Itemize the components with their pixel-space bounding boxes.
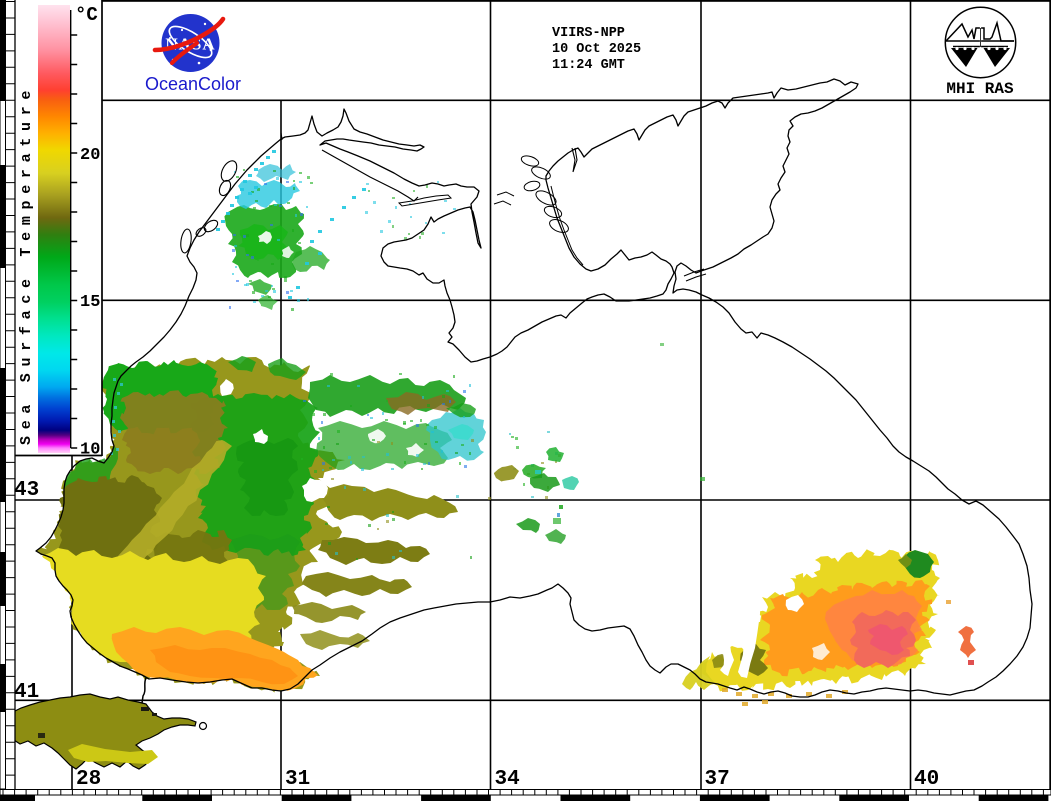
svg-text:OceanColor: OceanColor: [145, 74, 241, 94]
svg-text:20: 20: [80, 146, 100, 165]
svg-text:37: 37: [705, 768, 730, 791]
svg-text:VIIRS-NPP: VIIRS-NPP: [552, 26, 625, 41]
svg-text:NASA: NASA: [165, 35, 215, 54]
svg-text:10 Oct 2025: 10 Oct 2025: [552, 42, 641, 57]
svg-text:28: 28: [76, 768, 101, 791]
svg-text:43: 43: [14, 479, 39, 502]
svg-text:40: 40: [914, 768, 939, 791]
svg-text:MHI RAS: MHI RAS: [946, 80, 1014, 98]
svg-text:11:24 GMT: 11:24 GMT: [552, 58, 625, 73]
svg-text:34: 34: [495, 768, 520, 791]
svg-text:15: 15: [80, 293, 100, 312]
svg-text:Sea Surface Temperature: Sea Surface Temperature: [18, 84, 35, 445]
svg-text:31: 31: [285, 768, 310, 791]
svg-text:10: 10: [80, 441, 100, 460]
svg-text:41: 41: [14, 681, 39, 704]
svg-text:°C: °C: [75, 4, 98, 26]
